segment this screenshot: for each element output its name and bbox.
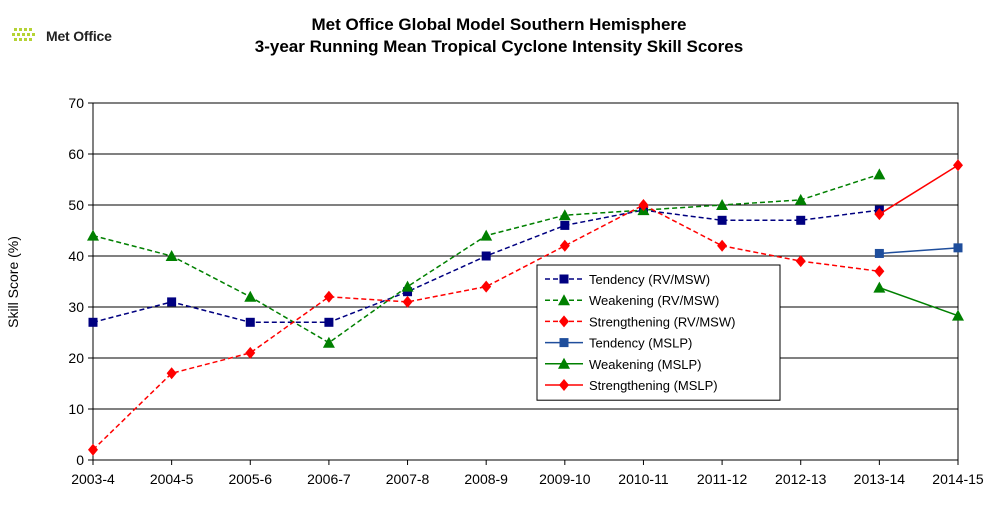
data-point xyxy=(873,168,886,180)
data-point xyxy=(481,251,491,261)
y-tick-label: 70 xyxy=(68,95,84,111)
data-point xyxy=(717,215,727,225)
x-tick-label: 2007-8 xyxy=(386,471,430,487)
met-office-logo-icon xyxy=(12,28,35,41)
y-tick-label: 20 xyxy=(68,350,84,366)
y-tick-label: 40 xyxy=(68,248,84,264)
x-tick-label: 2010-11 xyxy=(618,471,669,487)
y-tick-label: 0 xyxy=(76,452,84,468)
data-point xyxy=(874,248,884,258)
plot-area xyxy=(92,102,959,461)
data-point xyxy=(167,297,177,307)
series-line-2 xyxy=(92,204,880,451)
data-point xyxy=(716,199,729,210)
series-line-3 xyxy=(879,247,959,255)
x-tick-label: 2011-12 xyxy=(697,471,748,487)
legend-label: Weakening (RV/MSW) xyxy=(589,293,719,308)
x-tick-label: 2005-6 xyxy=(228,471,272,487)
data-point xyxy=(165,250,178,261)
data-point xyxy=(717,239,728,252)
data-point xyxy=(794,193,807,205)
data-point xyxy=(796,215,806,225)
x-tick-label: 2006-7 xyxy=(307,471,351,487)
data-point xyxy=(245,346,256,359)
data-point xyxy=(874,265,885,278)
data-point xyxy=(88,443,98,456)
x-tick-label: 2012-13 xyxy=(775,471,827,487)
legend-marker xyxy=(558,294,570,306)
data-point xyxy=(874,208,885,221)
data-point xyxy=(480,229,493,241)
y-tick-label: 10 xyxy=(68,401,84,417)
data-point xyxy=(403,287,413,297)
legend-label: Tendency (RV/MSW) xyxy=(589,272,710,287)
data-point xyxy=(88,317,98,327)
x-tick-label: 2003-4 xyxy=(71,471,115,487)
data-point xyxy=(322,336,335,348)
legend-label: Tendency (MSLP) xyxy=(589,336,692,351)
data-point xyxy=(87,229,99,241)
data-point xyxy=(244,290,257,302)
chart-subtitle: 3-year Running Mean Tropical Cyclone Int… xyxy=(254,37,744,56)
legend xyxy=(536,264,781,401)
data-point xyxy=(245,317,255,327)
x-tick-label: 2004-5 xyxy=(150,471,194,487)
x-tick-label: 2008-9 xyxy=(464,471,508,487)
legend-marker xyxy=(558,357,570,369)
data-point xyxy=(323,290,334,303)
logo-text: Met Office xyxy=(46,28,112,44)
series-line-5 xyxy=(878,164,959,215)
data-point xyxy=(952,309,964,321)
data-point xyxy=(481,280,492,293)
data-point xyxy=(558,209,571,221)
legend-marker xyxy=(559,379,569,391)
chart-title: Met Office Global Model Southern Hemisph… xyxy=(311,15,687,34)
chart-title-block: Met Office Global Model Southern Hemisph… xyxy=(0,14,998,58)
legend-label: Weakening (MSLP) xyxy=(589,357,701,372)
data-point xyxy=(401,280,414,292)
y-tick-label: 60 xyxy=(68,146,84,162)
legend-marker xyxy=(559,315,569,328)
data-point xyxy=(953,159,963,172)
data-point xyxy=(402,295,413,308)
x-tick-label: 2014-15 xyxy=(932,471,984,487)
x-tick-label: 2013-14 xyxy=(854,471,906,487)
data-point xyxy=(324,317,334,327)
data-point xyxy=(638,199,649,211)
data-point xyxy=(953,243,963,253)
y-tick-label: 30 xyxy=(68,299,84,315)
series-line-4 xyxy=(879,286,959,317)
x-tick-label: 2009-10 xyxy=(539,471,591,487)
y-tick-label: 50 xyxy=(68,197,84,213)
data-point xyxy=(166,367,177,380)
data-point xyxy=(795,255,806,268)
data-point xyxy=(559,239,570,252)
legend-label: Strengthening (RV/MSW) xyxy=(589,314,735,329)
data-point xyxy=(560,220,570,230)
data-point xyxy=(873,281,886,293)
legend-label: Strengthening (MSLP) xyxy=(589,378,718,393)
legend-marker xyxy=(559,274,569,284)
legend-marker xyxy=(559,338,569,348)
met-office-logo: Met Office xyxy=(12,26,112,46)
